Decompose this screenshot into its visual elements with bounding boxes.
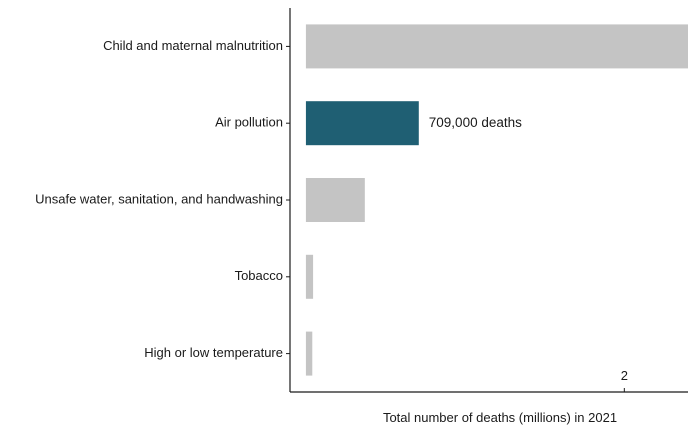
category-label: Unsafe water, sanitation, and handwashin… [35,191,283,206]
category-label: Tobacco [235,268,283,283]
bar-air-pollution [305,101,419,146]
x-axis-title: Total number of deaths (millions) in 202… [383,410,617,425]
data-label-highlight: 709,000 deaths [429,115,522,130]
category-ticks-group [286,45,290,355]
bar-high-or-low-temperature [305,331,313,376]
category-label: Child and maternal malnutrition [103,38,283,53]
x-ticks-group: 2 [621,368,628,392]
bar-child-and-maternal-malnutrition [305,24,688,69]
bars-group [305,24,688,376]
category-label: High or low temperature [144,345,283,360]
x-tick-label: 2 [621,368,628,383]
bar-unsafe-water-sanitation-and-handwashing [305,178,365,222]
bar-tobacco [305,254,314,299]
category-label: Air pollution [215,115,283,130]
category-labels-group: Child and maternal malnutrition Air pollu… [35,38,283,360]
